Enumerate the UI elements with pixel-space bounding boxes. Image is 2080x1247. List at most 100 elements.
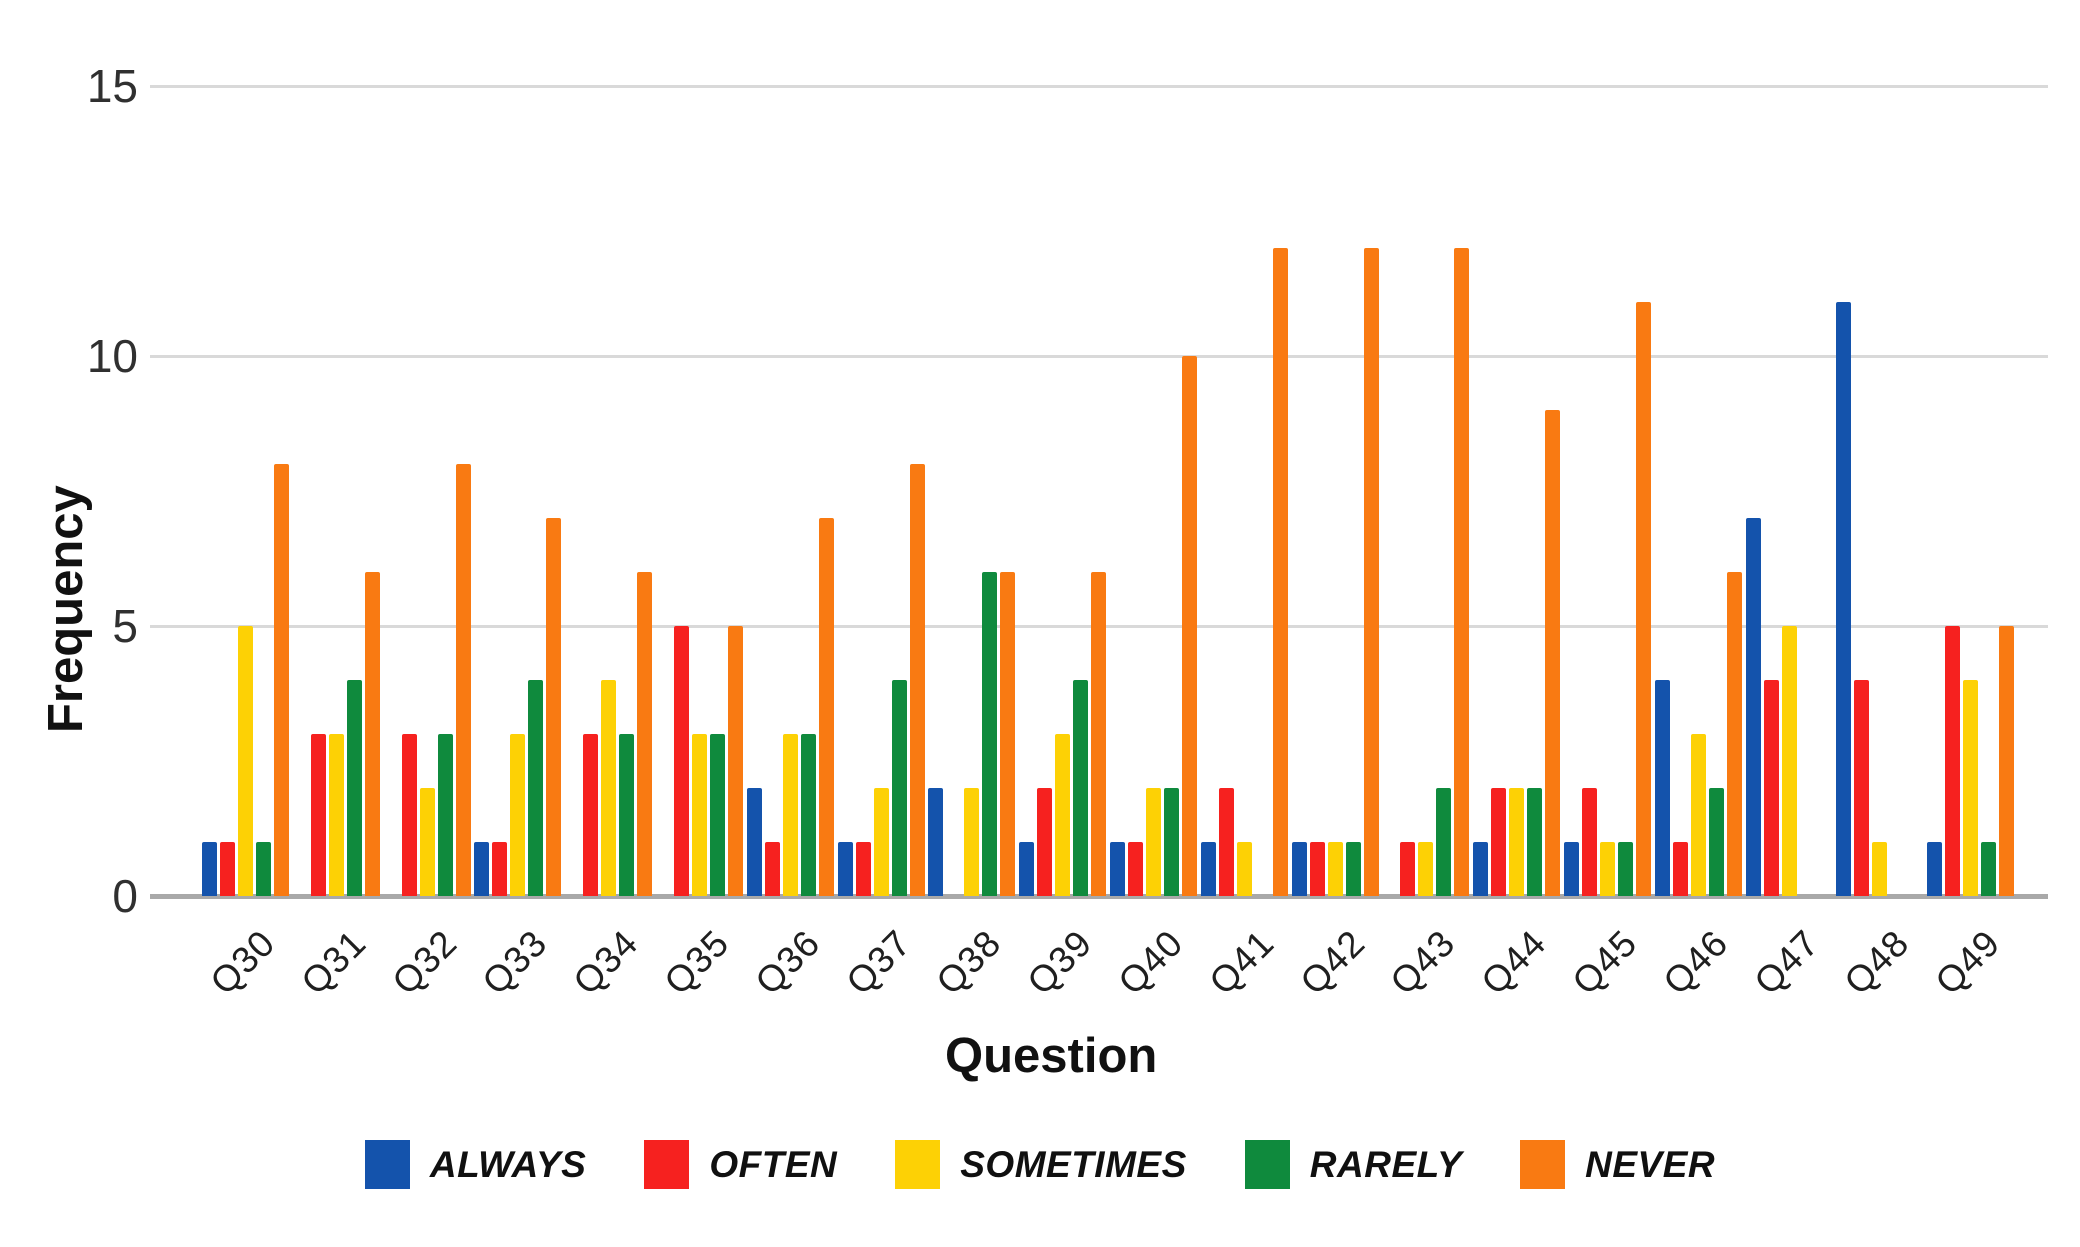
legend-swatch-sometimes xyxy=(895,1140,941,1189)
bar-q44-never xyxy=(1545,410,1561,896)
bar-q36-often xyxy=(764,842,780,896)
x-tick-label-q31: Q31 xyxy=(293,922,374,1003)
bar-q33-sometimes xyxy=(510,734,526,896)
legend-label-rarely: RARELY xyxy=(1309,1143,1463,1185)
legend-item-often: OFTEN xyxy=(644,1140,837,1189)
bar-q31-rarely xyxy=(346,680,362,896)
bar-q38-sometimes xyxy=(964,788,980,896)
bar-q43-sometimes xyxy=(1418,842,1434,896)
x-tick-label-q32: Q32 xyxy=(384,922,465,1003)
bar-q39-never xyxy=(1091,572,1107,896)
x-axis-title: Question xyxy=(945,1029,1158,1083)
bar-q40-never xyxy=(1182,356,1197,896)
bar-q47-always xyxy=(1745,518,1761,896)
x-tick-label-q46: Q46 xyxy=(1655,922,1736,1003)
x-tick-label-q30: Q30 xyxy=(202,922,283,1003)
bar-q49-never xyxy=(1999,626,2015,896)
legend-swatch-always xyxy=(364,1140,410,1189)
legend-label-never: NEVER xyxy=(1585,1143,1716,1185)
x-tick-label-q41: Q41 xyxy=(1201,922,1282,1003)
y-tick-label-0: 0 xyxy=(112,870,138,922)
x-tick-label-q42: Q42 xyxy=(1292,922,1373,1003)
bar-q44-always xyxy=(1473,842,1489,896)
legend-swatch-rarely xyxy=(1244,1140,1290,1189)
bar-q34-often xyxy=(583,734,599,896)
bar-q32-never xyxy=(455,464,471,896)
bar-q36-never xyxy=(818,518,834,896)
bar-q49-sometimes xyxy=(1963,680,1979,896)
bar-q31-never xyxy=(364,572,380,896)
bar-q45-often xyxy=(1582,788,1597,896)
bar-q32-often xyxy=(401,734,417,896)
bar-q47-sometimes xyxy=(1781,626,1797,896)
x-tick-label-q43: Q43 xyxy=(1382,922,1464,1003)
x-tick-label-q33: Q33 xyxy=(474,922,556,1003)
bar-q45-always xyxy=(1564,842,1579,896)
bar-q46-never xyxy=(1726,572,1742,896)
bar-q36-sometimes xyxy=(782,734,798,896)
bar-q35-never xyxy=(728,626,743,896)
bar-q46-always xyxy=(1654,680,1670,896)
bar-q45-rarely xyxy=(1618,842,1633,896)
y-tick-label-5: 5 xyxy=(112,600,138,652)
bar-q38-rarely xyxy=(982,572,998,896)
bar-q40-rarely xyxy=(1164,788,1179,896)
bar-q46-often xyxy=(1672,842,1688,896)
bar-q30-often xyxy=(220,842,235,896)
bar-q33-never xyxy=(546,518,562,896)
bar-q39-often xyxy=(1037,788,1053,896)
bar-q43-never xyxy=(1454,248,1470,896)
x-tick-label-q39: Q39 xyxy=(1019,922,1101,1003)
x-tick-label-q34: Q34 xyxy=(565,922,647,1003)
bar-q49-always xyxy=(1927,842,1943,896)
bar-q32-sometimes xyxy=(419,788,435,896)
legend-item-never: NEVER xyxy=(1520,1140,1715,1189)
x-tick-label-q40: Q40 xyxy=(1110,922,1191,1003)
bar-q35-rarely xyxy=(710,734,725,896)
bar-q30-never xyxy=(274,464,289,896)
legend-item-always: ALWAYS xyxy=(364,1140,587,1189)
x-tick-label-q38: Q38 xyxy=(928,922,1010,1003)
bar-q48-often xyxy=(1854,680,1870,896)
bar-q47-often xyxy=(1763,680,1779,896)
bar-q40-always xyxy=(1110,842,1125,896)
bar-q45-sometimes xyxy=(1600,842,1615,896)
bar-q33-rarely xyxy=(528,680,544,896)
bar-q31-often xyxy=(310,734,326,896)
bar-q40-sometimes xyxy=(1146,788,1161,896)
x-tick-label-q36: Q36 xyxy=(747,922,828,1003)
legend-swatch-often xyxy=(644,1140,690,1189)
legend-item-sometimes: SOMETIMES xyxy=(895,1140,1187,1189)
bar-q35-often xyxy=(674,626,689,896)
bar-q33-always xyxy=(474,842,490,896)
bar-q44-rarely xyxy=(1527,788,1543,896)
bar-q48-sometimes xyxy=(1872,842,1888,896)
bar-q43-rarely xyxy=(1436,788,1452,896)
x-tick-label-q48: Q48 xyxy=(1836,922,1918,1003)
x-tick-label-q44: Q44 xyxy=(1473,922,1555,1003)
x-tick-label-q37: Q37 xyxy=(838,922,919,1003)
bar-q36-rarely xyxy=(800,734,816,896)
x-axis-line xyxy=(150,894,2048,899)
bar-q41-never xyxy=(1272,248,1288,896)
bar-q45-never xyxy=(1636,302,1651,896)
bar-q33-often xyxy=(492,842,508,896)
bar-q37-often xyxy=(855,842,871,896)
bar-q42-rarely xyxy=(1345,842,1361,896)
bar-q49-often xyxy=(1945,626,1961,896)
y-axis-title: Frequency xyxy=(39,485,93,733)
bar-q41-often xyxy=(1218,788,1234,896)
bar-q32-rarely xyxy=(437,734,453,896)
bar-q34-sometimes xyxy=(601,680,617,896)
bar-q39-sometimes xyxy=(1055,734,1071,896)
bar-q37-always xyxy=(837,842,853,896)
bar-q34-rarely xyxy=(619,734,635,896)
bar-q42-often xyxy=(1309,842,1325,896)
bar-q43-often xyxy=(1400,842,1416,896)
bar-q41-always xyxy=(1200,842,1216,896)
bar-q40-often xyxy=(1128,842,1143,896)
gridline-10 xyxy=(150,355,2048,358)
bar-q31-sometimes xyxy=(328,734,344,896)
x-tick-label-q49: Q49 xyxy=(1927,922,2009,1003)
bar-q30-rarely xyxy=(256,842,271,896)
